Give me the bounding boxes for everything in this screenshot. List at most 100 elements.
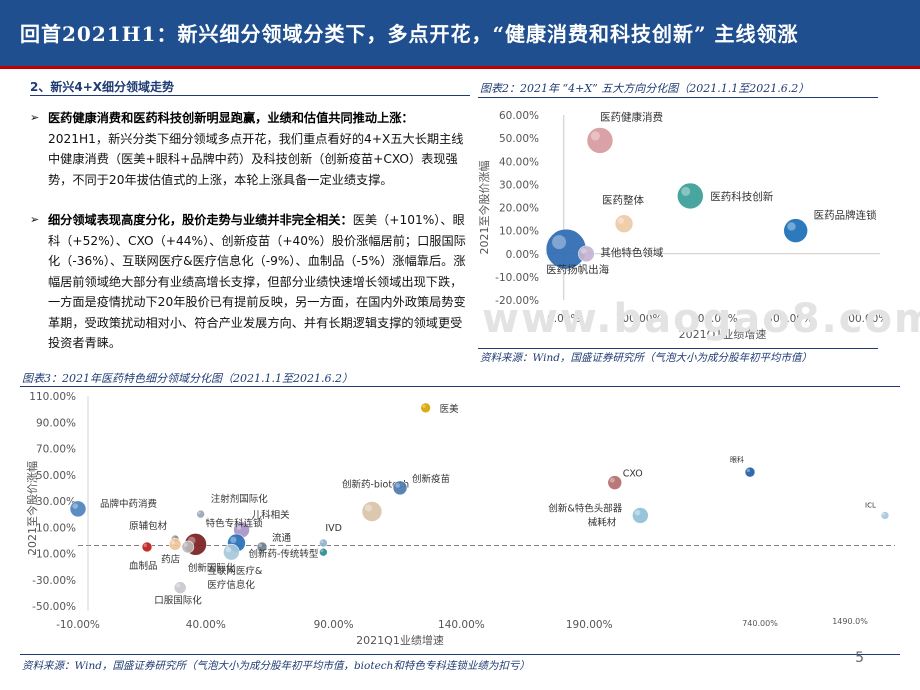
- chart2-bubble-highlight: [609, 477, 615, 483]
- chart2-x-tick-label: 90.00%: [314, 619, 354, 631]
- chart2-point-label: 创新药-biotech: [342, 479, 409, 491]
- chart1-bubble: [578, 245, 595, 263]
- chart2-y-tick-label: -30.00%: [32, 575, 76, 587]
- section-underline: [30, 95, 470, 96]
- chart2-bubble: [223, 543, 240, 561]
- chart2-point-label: 流通: [272, 532, 292, 544]
- chart2-y-tick-label: 10.00%: [36, 522, 76, 534]
- chart2-x-axis-title: 2021Q1业绩增速: [356, 633, 444, 647]
- chart2-point-label: 创新药-传统转型: [248, 548, 318, 560]
- chart2-point-label: 儿科相关: [252, 509, 291, 521]
- chart1-y-tick-label: 50.00%: [499, 133, 539, 145]
- chart1-x-tick-label: 100.00%: [616, 313, 663, 325]
- chart1-point-label: 其他特色领域: [600, 246, 663, 259]
- chart1-point-label: 医药整体: [602, 194, 644, 207]
- fig3-caption-rule: [20, 386, 900, 387]
- chart2-y-axis-title: 2021至今股价涨幅: [25, 461, 39, 555]
- chart2-point-label: 械耗材: [588, 516, 617, 528]
- fig2-bubble-chart: 60.00% 50.00% 40.00% 30.00% 20.00% 10.00% 0.00…: [477, 110, 889, 341]
- chart1-y-tick-label: 40.00%: [499, 156, 539, 168]
- chart1-bubble-highlight: [552, 235, 567, 250]
- chart1-y-tick-label: -10.00%: [495, 272, 539, 284]
- fig2-caption: 图表2：2021年 “4+X” 五大方向分化图（2021.1.1至2021.6.…: [480, 82, 810, 95]
- chart2-bubble-highlight: [230, 536, 237, 543]
- arrow-bullet-icon: ➢: [30, 111, 40, 124]
- chart1-bubble: [676, 182, 704, 210]
- chart1-y-tick-label: 10.00%: [499, 226, 539, 238]
- chart1-bubble-highlight: [681, 186, 691, 196]
- chart2-bubble: [256, 541, 268, 553]
- watermark: www.baogao8.com: [482, 296, 920, 342]
- chart2-point-label: 医疗信息化: [207, 579, 255, 591]
- chart2-point-label: 原辅包材: [129, 520, 168, 532]
- chart2-bubble-highlight: [422, 404, 426, 408]
- chart2-bubble-highlight: [170, 540, 176, 545]
- chart2-y-tick-label: 90.00%: [36, 417, 76, 429]
- chart2-x-tick-label: 190.00%: [566, 619, 613, 631]
- chart2-bubble: [361, 501, 383, 522]
- bullet-1: ➢ 医药健康消费和医药科技创新明显跑赢，业绩和估值共同推动上涨： 2021H1，新…: [30, 108, 470, 190]
- chart2-bubble: [744, 466, 756, 478]
- chart2-bubble-highlight: [225, 546, 232, 553]
- chart2-bubble: [173, 581, 187, 594]
- chart1-x-tick-label: 400.00%: [842, 313, 889, 325]
- chart2-point-label: 口服国际化: [154, 595, 202, 607]
- chart1-y-tick-label: 30.00%: [499, 179, 539, 191]
- chart2-bubble-highlight: [143, 543, 148, 547]
- chart2-y-tick-label: 50.00%: [36, 470, 76, 482]
- chart2-point-label: CXO: [623, 469, 643, 480]
- chart2-bubble: [420, 402, 431, 414]
- chart2-bubble-highlight: [320, 540, 324, 543]
- chart1-y-tick-label: -20.00%: [495, 295, 539, 307]
- chart2-point-label: 创新疫苗: [412, 473, 450, 485]
- chart1-x-tick-label: 200.00%: [691, 313, 738, 325]
- bullet-1-body: 2021H1，新兴分类下细分领域多点开花，我们重点看好的4+X五大长期主线中健康…: [48, 131, 464, 187]
- fig3-source-rule: [20, 654, 900, 655]
- chart2-point-label: ICL: [865, 501, 876, 509]
- chart1-x-axis-title: 2021Q1业绩增速: [679, 327, 767, 341]
- chart2-bubble-highlight: [364, 504, 372, 512]
- chart2-bubble: [319, 538, 328, 548]
- chart1-y-tick-label: 60.00%: [499, 110, 539, 122]
- chart2-x-tick-label: 40.00%: [186, 619, 226, 631]
- chart2-bubble-highlight: [72, 503, 78, 509]
- chart1-y-axis-title: 2021至今股价涨幅: [477, 161, 491, 255]
- chart1-point-label: 医药品牌连锁: [814, 209, 877, 222]
- chart2-bubble: [392, 480, 408, 496]
- chart2-point-label: IVD: [325, 523, 342, 534]
- chart2-point-label: 创新&特色头部器: [548, 502, 622, 514]
- chart2-y-tick-label: 30.00%: [36, 496, 76, 508]
- chart2-bubble-highlight: [320, 549, 324, 553]
- chart2-bubble: [168, 538, 182, 551]
- bullet-2-body: 医美（+101%）、眼科（+52%）、CXO（+44%）、创新疫苗（+40%）股…: [48, 213, 466, 350]
- chart1-x-tick-label: 0.00%: [547, 313, 580, 325]
- slide-title: 回首2021H1：新兴细分领域分类下，多点开花，“健康消费和科技创新” 主线领涨: [20, 22, 799, 46]
- chart2-bubble-highlight: [235, 524, 242, 530]
- chart2-point-label: 品牌中药消费: [100, 498, 157, 510]
- chart2-point-label: 特色专科连锁: [206, 517, 264, 529]
- chart2-bubble: [69, 500, 87, 518]
- chart1-point-label: 医药扬帆出海: [546, 263, 609, 276]
- chart2-bubble: [319, 547, 328, 557]
- chart2-x-tick-label: 140.00%: [438, 619, 485, 631]
- chart2-y-tick-label: 110.00%: [29, 391, 76, 403]
- chart2-bubble-highlight: [197, 511, 201, 515]
- slide-header: 回首2021H1：新兴细分领域分类下，多点开花，“健康消费和科技创新” 主线领涨: [0, 0, 920, 66]
- chart2-point-label: 眼科: [730, 455, 744, 464]
- chart1-bubble: [783, 218, 808, 243]
- chart1-y-tick-label: 0.00%: [506, 249, 539, 261]
- chart2-point-label: 医美: [440, 403, 460, 415]
- chart2-y-tick-label: -10.00%: [32, 549, 76, 561]
- chart2-bubble-highlight: [176, 583, 181, 588]
- chart2-bubble-highlight: [395, 482, 401, 488]
- chart2-bubble-highlight: [882, 512, 885, 516]
- chart1-bubble-highlight: [590, 131, 600, 141]
- chart2-y-tick-label: -50.00%: [32, 601, 76, 613]
- chart1-point-label: 医药科技创新: [710, 190, 773, 203]
- bullet-2: ➢ 细分领域表现高度分化，股价走势与业绩并非完全相关：医美（+101%）、眼科（…: [30, 210, 470, 354]
- chart1-bubble-highlight: [617, 217, 625, 224]
- chart2-bubble-highlight: [746, 468, 750, 473]
- chart2-bubble: [196, 509, 205, 519]
- bullet-2-lead: 细分领域表现高度分化，股价走势与业绩并非完全相关：: [48, 213, 353, 227]
- chart2-point-label: 注射剂国际化: [211, 493, 269, 505]
